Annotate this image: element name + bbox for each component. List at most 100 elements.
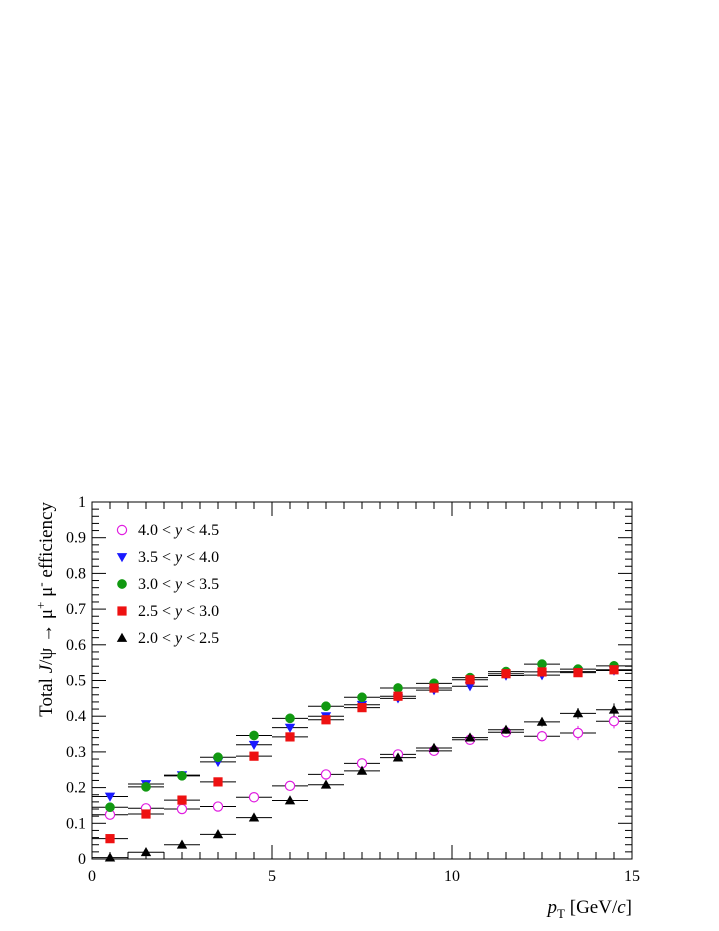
legend-label-post: < 3.5 bbox=[182, 576, 219, 593]
y-axis-title-post: efficiency bbox=[36, 502, 57, 583]
legend-marker bbox=[117, 579, 127, 589]
legend-entry: 4.0 < y < 4.5 bbox=[116, 522, 219, 539]
legend-marker bbox=[116, 524, 128, 536]
legend-label: 2.5 < y < 3.0 bbox=[138, 603, 219, 620]
series-3 bbox=[92, 665, 632, 844]
data-point bbox=[284, 795, 296, 805]
legend: 4.0 < y < 4.5 3.5 < y < 4.0 3.0 < y < 3.5 2… bbox=[116, 522, 219, 647]
data-point bbox=[608, 704, 620, 714]
legend-label-pre: 3.5 < bbox=[138, 549, 175, 566]
y-tick-label: 0.8 bbox=[66, 565, 86, 582]
x-axis-title-unit-end: ] bbox=[626, 897, 632, 918]
data-point bbox=[249, 730, 259, 741]
x-tick-label: 5 bbox=[268, 868, 276, 885]
y-tick-label: 0.4 bbox=[66, 708, 86, 725]
data-point bbox=[357, 703, 367, 713]
y-tick-label: 0.6 bbox=[66, 637, 86, 654]
series-2 bbox=[92, 659, 632, 813]
axis-labels-layer: pT [GeV/c] Total J/ψ → μ+ μ- efficiency bbox=[33, 502, 632, 921]
x-tick-label: 0 bbox=[88, 868, 96, 885]
data-point bbox=[140, 847, 152, 857]
data-point bbox=[248, 812, 260, 822]
y-axis-title-mu: μ bbox=[36, 587, 57, 602]
legend-marker bbox=[116, 632, 128, 642]
legend-label-var: y bbox=[173, 576, 183, 593]
x-tick-label: 15 bbox=[624, 868, 640, 885]
data-point bbox=[608, 715, 620, 727]
data-point bbox=[357, 692, 367, 703]
data-point bbox=[321, 701, 331, 712]
data-point bbox=[213, 752, 223, 763]
x-axis-title: pT [GeV/c] bbox=[546, 897, 632, 921]
data-point bbox=[609, 665, 619, 675]
legend-label: 3.5 < y < 4.0 bbox=[138, 549, 219, 566]
data-point bbox=[572, 708, 584, 718]
data-point bbox=[248, 740, 260, 750]
data-point bbox=[285, 732, 295, 742]
data-point bbox=[464, 732, 476, 742]
legend-label-pre: 3.0 < bbox=[138, 576, 175, 593]
data-point bbox=[105, 834, 115, 844]
legend-label-pre: 2.5 < bbox=[138, 603, 175, 620]
data-point bbox=[393, 683, 403, 693]
data-point bbox=[176, 803, 188, 815]
legend-label-post: < 4.0 bbox=[182, 549, 219, 566]
y-axis-title-var: J bbox=[36, 663, 57, 673]
data-point bbox=[428, 742, 440, 752]
data-point bbox=[284, 723, 296, 733]
y-tick-label: 0.3 bbox=[66, 744, 86, 761]
legend-label: 2.0 < y < 2.5 bbox=[138, 630, 219, 647]
legend-label-pre: 2.0 < bbox=[138, 630, 175, 647]
legend-label-var: y bbox=[173, 630, 183, 647]
legend-label-pre: 4.0 < bbox=[138, 522, 175, 539]
legend-label-post: < 4.5 bbox=[182, 522, 219, 539]
legend-entry: 2.5 < y < 3.0 bbox=[117, 603, 219, 620]
data-point bbox=[500, 724, 512, 734]
data-point bbox=[573, 668, 583, 678]
data-point bbox=[284, 780, 296, 792]
data-point bbox=[104, 852, 116, 862]
y-tick-label: 0 bbox=[78, 851, 86, 868]
y-tick-label: 0.9 bbox=[66, 530, 86, 547]
x-axis-title-var: p bbox=[546, 897, 558, 918]
data-point bbox=[141, 809, 151, 819]
y-axis-title-mid: /ψ → μ bbox=[36, 609, 57, 665]
legend-label-post: < 2.5 bbox=[182, 630, 219, 647]
data-point bbox=[537, 667, 547, 677]
y-tick-label: 1 bbox=[78, 494, 86, 511]
data-point bbox=[501, 669, 511, 679]
x-axis-title-sub: T bbox=[557, 906, 565, 921]
series-0 bbox=[92, 714, 632, 820]
legend-label-var: y bbox=[173, 603, 183, 620]
legend-entry: 3.0 < y < 3.5 bbox=[117, 576, 219, 593]
data-point bbox=[213, 777, 223, 787]
data-point bbox=[464, 682, 476, 692]
y-axis-title-sup-minus: - bbox=[33, 582, 48, 586]
y-tick-label: 0.7 bbox=[66, 601, 86, 618]
data-point bbox=[177, 770, 187, 781]
axis-ticks-layer: 0 5 10 15 0 0.1 0.2 0.3 0.4 0.5 0.6 0.7 0.8 0.9 1 bbox=[66, 494, 640, 885]
y-axis-title-pre: Total bbox=[36, 673, 57, 717]
y-tick-label: 0.2 bbox=[66, 780, 86, 797]
y-axis-title: Total J/ψ → μ+ μ- efficiency bbox=[33, 502, 57, 717]
data-point bbox=[537, 659, 547, 669]
data-point bbox=[536, 730, 548, 742]
legend-label: 4.0 < y < 4.5 bbox=[138, 522, 219, 539]
y-axis-title-sup-plus: + bbox=[33, 602, 48, 609]
series-4 bbox=[92, 703, 632, 862]
x-tick-label: 10 bbox=[444, 868, 460, 885]
data-point bbox=[212, 801, 224, 812]
data-layer bbox=[92, 659, 632, 862]
x-axis-title-unit-var: c bbox=[617, 897, 626, 918]
data-point bbox=[356, 765, 368, 775]
data-point bbox=[572, 727, 584, 739]
data-point bbox=[393, 691, 403, 701]
data-point bbox=[392, 752, 404, 762]
data-point bbox=[465, 675, 475, 685]
data-point bbox=[141, 782, 151, 792]
data-point bbox=[177, 795, 187, 805]
x-axis-title-unit: [GeV/ bbox=[565, 897, 618, 918]
data-point bbox=[320, 769, 332, 780]
data-point bbox=[105, 802, 115, 813]
